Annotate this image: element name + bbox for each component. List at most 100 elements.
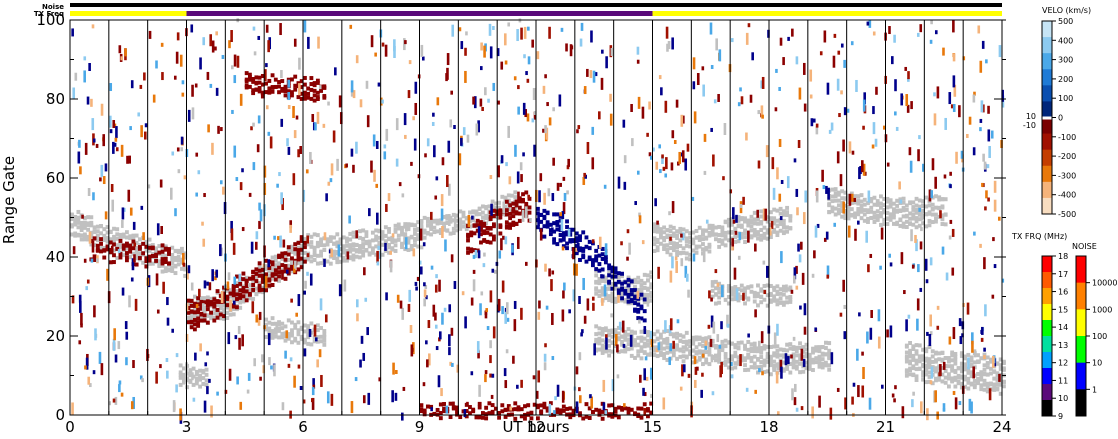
ground-scatter-cell bbox=[170, 256, 175, 261]
ground-scatter-cell bbox=[173, 248, 178, 253]
ground-scatter-cell bbox=[824, 352, 828, 357]
speckle-cell bbox=[419, 228, 423, 241]
speckle-cell bbox=[143, 72, 146, 81]
ground-scatter-cell bbox=[781, 353, 786, 358]
speckle-cell bbox=[669, 270, 673, 283]
speckle-cell bbox=[263, 165, 267, 178]
speckle-cell bbox=[489, 355, 492, 364]
speckle-cell bbox=[403, 113, 407, 126]
speckle-cell bbox=[761, 114, 764, 119]
speckle-cell bbox=[739, 87, 742, 92]
ground-scatter-cell bbox=[633, 355, 637, 360]
velocity-cell bbox=[581, 230, 586, 235]
ground-scatter-cell bbox=[908, 351, 912, 356]
ground-scatter-cell bbox=[985, 361, 990, 366]
ground-scatter-cell bbox=[940, 222, 945, 227]
speckle-cell bbox=[703, 133, 707, 142]
speckle-cell bbox=[709, 338, 713, 347]
velocity-cell bbox=[147, 254, 152, 259]
ground-scatter-cell bbox=[283, 338, 288, 343]
speckle-cell bbox=[872, 31, 876, 36]
speckle-cell bbox=[211, 142, 214, 155]
speckle-cell bbox=[100, 164, 104, 177]
ground-scatter-cell bbox=[836, 198, 841, 203]
ground-scatter-cell bbox=[794, 353, 799, 358]
speckle-cell bbox=[436, 97, 440, 106]
velocity-cell bbox=[610, 269, 615, 274]
speckle-cell bbox=[327, 101, 330, 106]
ground-scatter-cell bbox=[904, 354, 909, 359]
speckle-cell bbox=[687, 289, 690, 298]
ground-scatter-cell bbox=[675, 347, 679, 352]
speckle-cell bbox=[556, 182, 560, 191]
ground-scatter-cell bbox=[888, 212, 893, 217]
speckle-cell bbox=[972, 94, 976, 103]
speckle-cell bbox=[895, 126, 899, 131]
ground-scatter-cell bbox=[921, 357, 925, 362]
speckle-cell bbox=[778, 138, 782, 147]
ground-scatter-cell bbox=[603, 275, 608, 280]
speckle-cell bbox=[992, 237, 995, 242]
ground-scatter-cell bbox=[170, 265, 175, 270]
speckle-cell bbox=[850, 193, 854, 202]
velocity-colorbar-cells bbox=[1042, 21, 1052, 215]
ground-scatter-cell bbox=[79, 224, 84, 229]
ground-scatter-cell bbox=[655, 337, 660, 342]
ground-scatter-cell bbox=[862, 202, 867, 207]
speckle-cell bbox=[281, 271, 284, 280]
ground-scatter-cell bbox=[173, 257, 178, 262]
y-axis-title: Range Gate bbox=[0, 156, 18, 244]
ground-scatter-cell bbox=[348, 231, 353, 236]
speckle-cell bbox=[548, 117, 552, 126]
speckle-cell bbox=[236, 376, 239, 385]
ground-scatter-cell bbox=[341, 255, 346, 260]
ground-scatter-cell bbox=[425, 230, 430, 235]
ground-scatter-cell bbox=[726, 221, 731, 226]
ground-scatter-cell bbox=[594, 332, 599, 337]
ground-scatter-cell bbox=[131, 237, 136, 242]
speckle-cell bbox=[267, 40, 270, 53]
ground-scatter-cell bbox=[927, 223, 932, 228]
ground-scatter-cell bbox=[671, 244, 676, 249]
velocity-cell bbox=[591, 241, 595, 246]
noise-colorbar-cell bbox=[1076, 282, 1086, 310]
velocity-cell bbox=[296, 253, 301, 258]
ground-scatter-cell bbox=[235, 289, 239, 294]
velocity-cell bbox=[485, 239, 490, 244]
velocity-cell bbox=[613, 281, 618, 286]
ground-scatter-cell bbox=[720, 241, 725, 246]
speckle-cell bbox=[113, 142, 117, 147]
speckle-cell bbox=[227, 332, 231, 345]
ground-scatter-cell bbox=[370, 248, 375, 253]
speckle-cell bbox=[815, 126, 819, 135]
ground-scatter-cell bbox=[678, 243, 683, 248]
ground-scatter-cell bbox=[623, 329, 628, 334]
velocity-cell bbox=[186, 298, 191, 303]
ground-scatter-cell bbox=[332, 249, 336, 254]
speckle-cell bbox=[227, 272, 231, 281]
ground-scatter-cell bbox=[914, 349, 919, 354]
ground-scatter-cell bbox=[820, 365, 825, 370]
ground-scatter-cell bbox=[824, 346, 828, 351]
ground-scatter-cell bbox=[934, 205, 938, 210]
speckle-cell bbox=[730, 38, 734, 43]
speckle-cell bbox=[239, 401, 243, 410]
velocity-cell bbox=[144, 256, 149, 261]
speckle-cell bbox=[908, 147, 912, 156]
speckle-cell bbox=[118, 380, 122, 385]
ground-scatter-cell bbox=[181, 372, 186, 377]
ground-scatter-cell bbox=[804, 347, 809, 352]
ground-scatter-cell bbox=[921, 377, 925, 382]
ground-scatter-cell bbox=[778, 291, 783, 296]
ground-scatter-cell bbox=[879, 201, 883, 206]
speckle-cell bbox=[668, 211, 671, 216]
ground-scatter-cell bbox=[882, 196, 887, 201]
ground-scatter-cell bbox=[804, 354, 809, 359]
ground-scatter-cell bbox=[726, 284, 731, 289]
ground-scatter-cell bbox=[911, 347, 916, 352]
speckle-cell bbox=[819, 51, 823, 56]
speckle-cell bbox=[480, 42, 483, 51]
velocity-cell bbox=[565, 219, 569, 224]
ground-scatter-cell bbox=[594, 348, 599, 353]
